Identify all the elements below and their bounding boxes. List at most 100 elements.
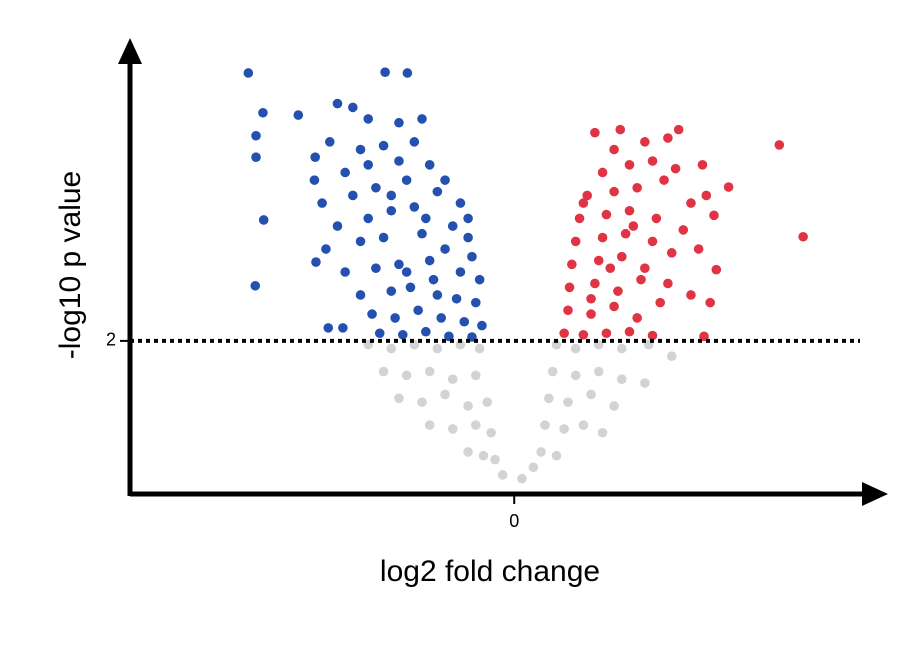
point [616,251,627,262]
point [363,114,374,124]
point [628,221,639,231]
point [463,447,473,457]
point [616,343,627,354]
point [798,231,808,242]
point [355,290,366,300]
point [463,401,473,411]
point [636,274,646,285]
point [647,236,658,247]
point [543,393,554,404]
point [609,401,619,411]
point [467,251,477,262]
point [386,343,397,354]
point [421,326,431,337]
point [563,397,573,407]
point [574,213,585,224]
point [632,313,642,323]
point [536,447,546,457]
point [348,190,358,201]
point [601,328,612,339]
point [578,329,589,340]
point [486,427,496,438]
point [311,257,321,267]
point [378,366,389,377]
point [640,263,650,273]
point [601,209,612,220]
point [401,370,412,381]
point [378,232,389,243]
point [447,424,458,434]
point [590,278,600,289]
point [482,397,493,407]
point [474,274,485,285]
point [258,107,268,118]
point [597,232,608,243]
point [455,198,466,208]
point [517,473,527,484]
point [386,205,397,216]
point [394,117,404,128]
point [663,278,673,289]
point [705,297,715,308]
point [390,313,400,323]
point [564,282,575,293]
point [417,114,427,124]
point [417,228,427,239]
point [559,328,569,339]
point [624,205,635,216]
point [428,274,439,285]
point [243,68,254,78]
point [570,236,581,247]
point [371,182,381,193]
point [624,160,635,170]
point [613,286,623,296]
point [620,228,631,239]
point [332,221,343,231]
point [666,248,677,258]
point [711,264,722,275]
point [401,175,412,185]
point [251,130,261,141]
x-tick-label: 0 [509,511,519,531]
point [697,160,708,170]
point [540,420,550,430]
point [417,397,427,407]
point [323,323,334,333]
point [409,137,420,147]
point [686,198,696,208]
point [378,140,389,151]
point [586,389,596,400]
point [647,330,658,341]
point [624,326,635,337]
point [651,213,662,224]
point [640,137,650,147]
point [338,323,348,333]
point [321,244,331,254]
point [699,331,709,342]
point [401,267,412,277]
point [451,293,462,304]
point [551,450,562,461]
point [251,152,261,162]
point [701,190,712,201]
point [609,186,619,197]
point [709,210,719,221]
point [432,186,443,197]
point [386,190,397,201]
x-arrow [862,482,888,506]
point [402,68,413,78]
point [586,293,596,304]
y-arrow [118,38,142,64]
point [380,67,390,77]
point [563,305,573,316]
point [405,282,416,293]
point [547,366,558,377]
point [593,255,604,266]
point [659,175,669,185]
point [609,301,619,312]
x-axis-label: log2 fold change [380,555,600,588]
point [394,393,404,404]
point [593,366,604,377]
